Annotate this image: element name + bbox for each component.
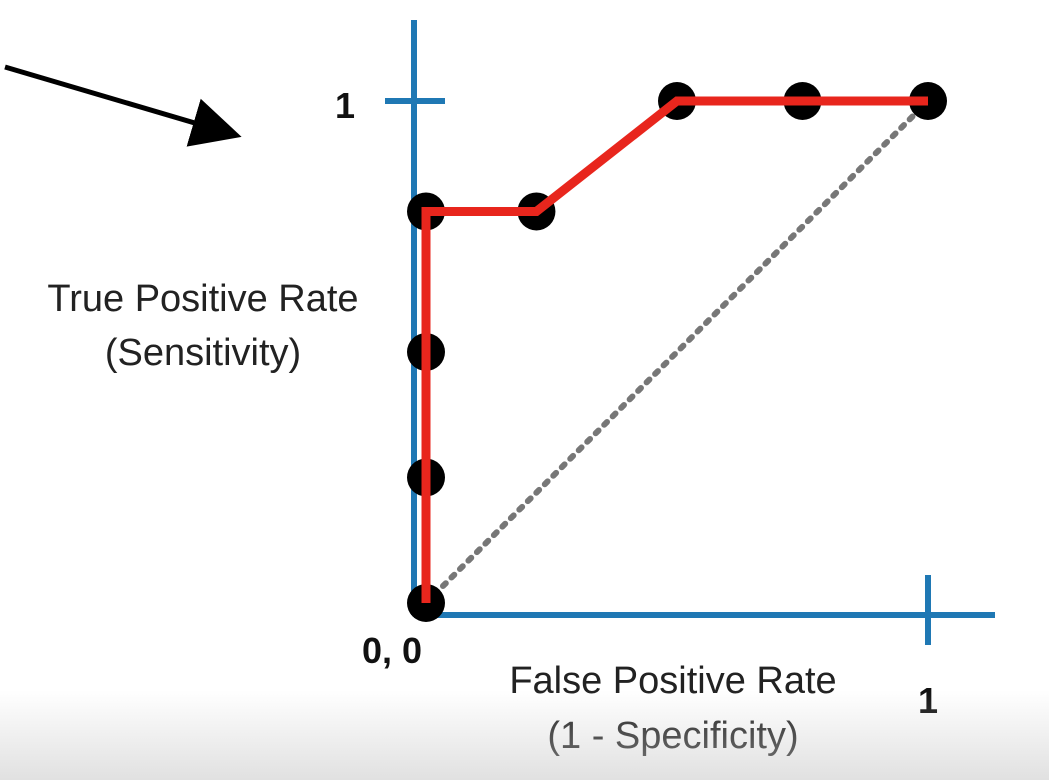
x-axis-label-line-2: (1 - Specificity)	[547, 715, 798, 757]
reference-diagonal	[423, 98, 931, 606]
annotation-arrow	[4, 64, 242, 147]
origin-label: 0, 0	[362, 630, 422, 671]
y-axis-label-line-1: True Positive Rate	[47, 278, 358, 320]
y-axis-label-line-2: (Sensitivity)	[105, 332, 301, 374]
x-axis-label-line-1: False Positive Rate	[509, 660, 836, 702]
x-tick-label: 1	[918, 680, 938, 721]
roc-curve	[421, 96, 928, 603]
y-tick-label: 1	[335, 85, 355, 126]
